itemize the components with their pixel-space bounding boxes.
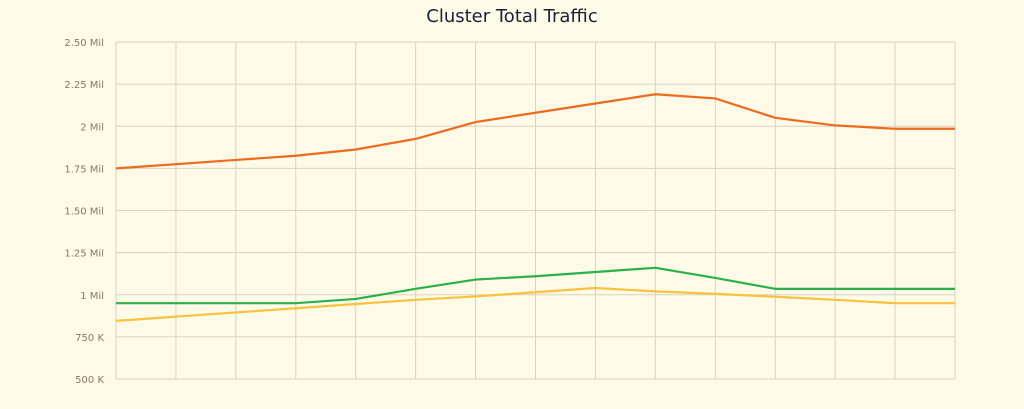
y-tick-label: 1.50 Mil <box>64 207 104 218</box>
y-tick-label: 1.75 Mil <box>64 164 104 175</box>
y-tick-label: 2.50 Mil <box>64 38 104 49</box>
y-tick-label: 1 Mil <box>80 291 104 302</box>
y-tick-label: 500 K <box>75 375 104 386</box>
y-tick-label: 1.25 Mil <box>64 249 104 260</box>
chart-title: Cluster Total Traffic <box>426 6 598 27</box>
y-axis-ticks: 500 K 750 K 1 Mil 1.25 Mil 1.50 Mil 1.75 Mil 2… <box>64 38 104 386</box>
y-tick-label: 750 K <box>75 333 104 344</box>
series-line-0 <box>115 93 955 170</box>
series-group <box>115 93 955 322</box>
y-tick-label: 2 Mil <box>80 122 104 133</box>
grid <box>115 41 956 380</box>
y-tick-label: 2.25 Mil <box>64 80 104 91</box>
series-line-2 <box>115 286 955 322</box>
series-line-1 <box>116 266 955 305</box>
